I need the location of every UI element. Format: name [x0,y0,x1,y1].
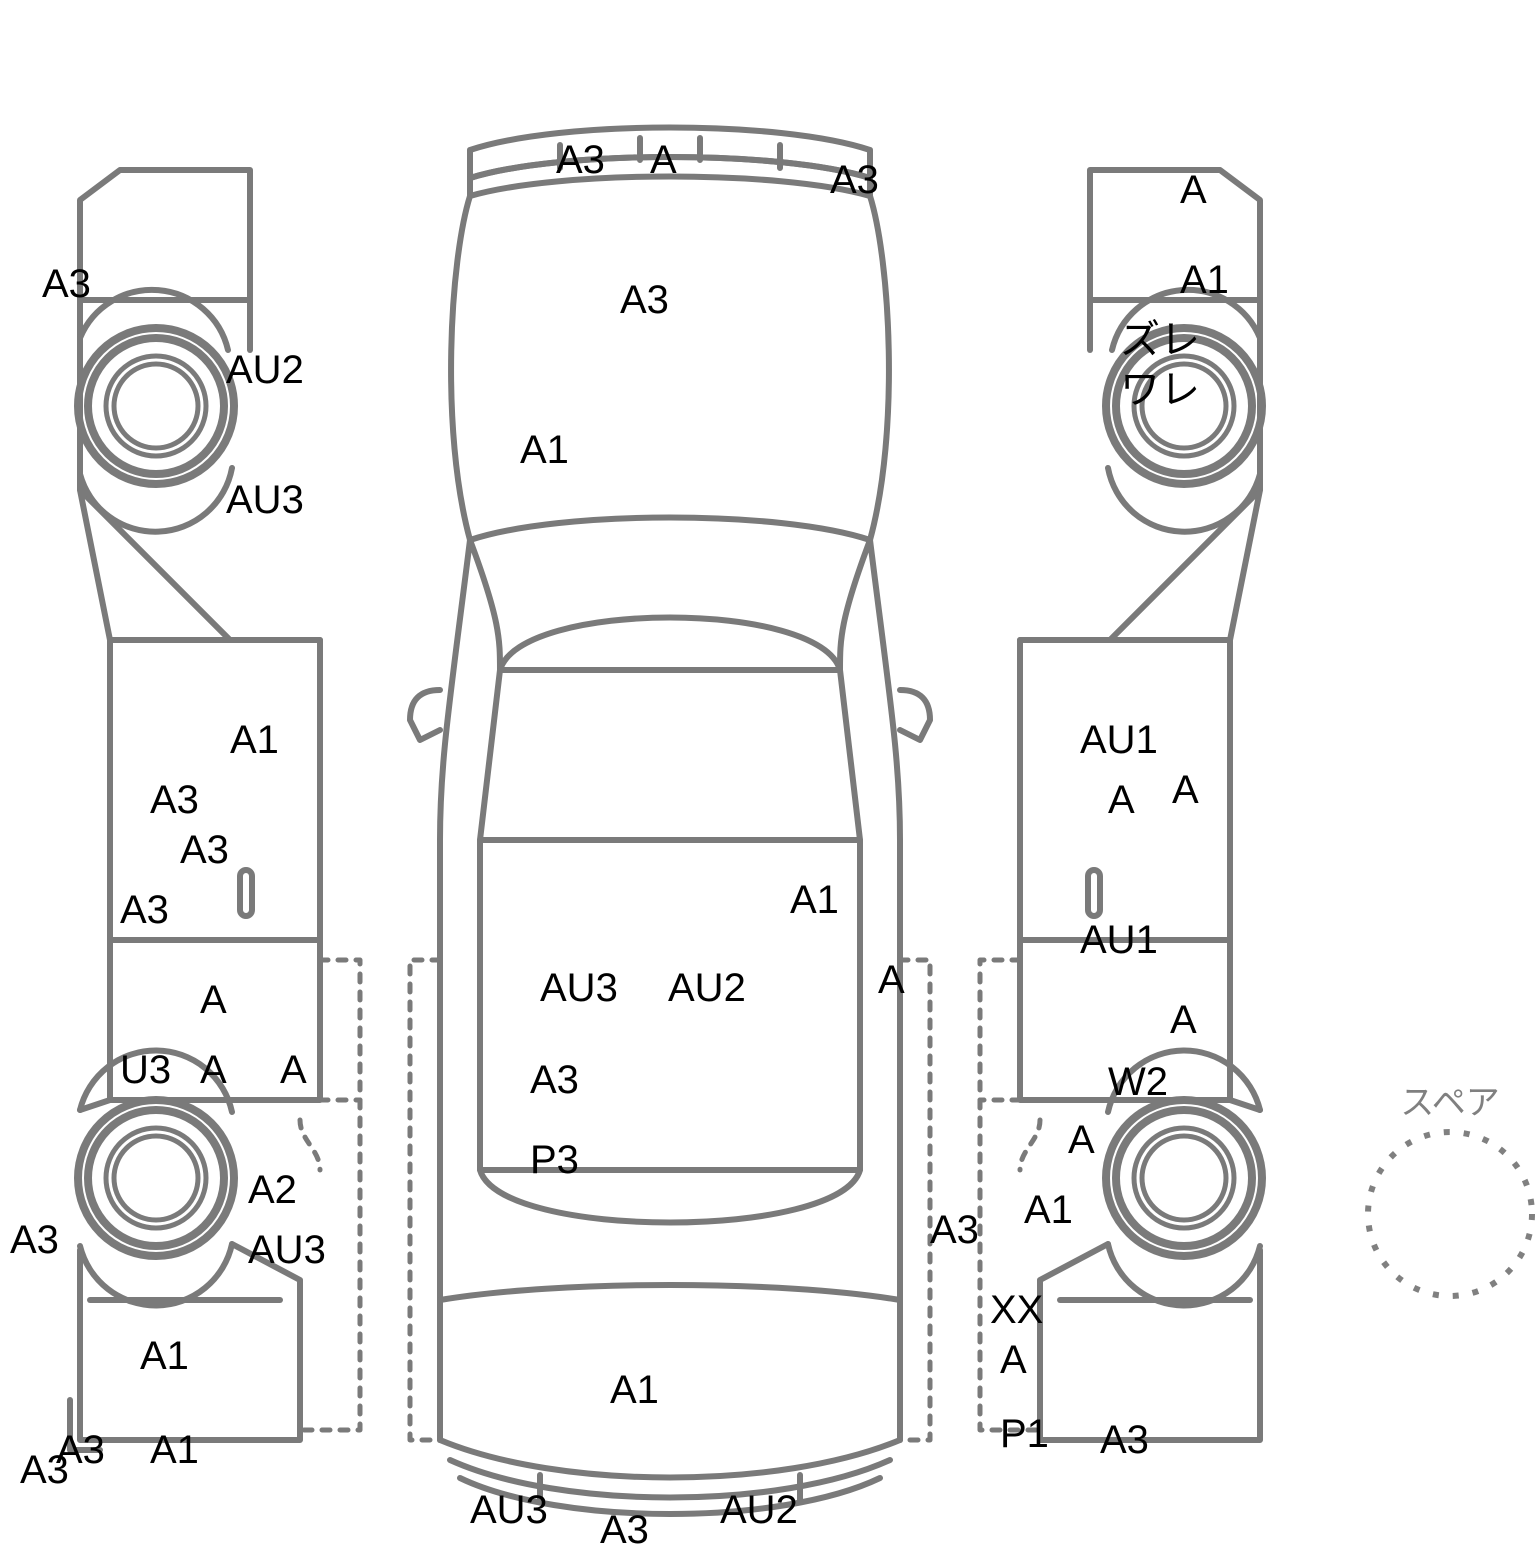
damage-label: AU2 [668,968,746,1008]
damage-label: A [200,980,227,1020]
damage-label: A1 [520,430,569,470]
damage-label: A3 [620,280,669,320]
damage-label: AU3 [226,480,304,520]
damage-label: A3 [1100,1420,1149,1460]
damage-label: A3 [530,1060,579,1100]
car-damage-diagram: { "diagram": { "type": "car-condition-di… [0,0,1536,1568]
damage-label: AU1 [1080,720,1158,760]
damage-label: AU3 [540,968,618,1008]
damage-label: XX [990,1290,1043,1330]
damage-label: A3 [20,1450,69,1490]
damage-label: A3 [830,160,879,200]
damage-label: A2 [248,1170,297,1210]
damage-label: A3 [10,1220,59,1260]
damage-label: A1 [230,720,279,760]
damage-label: A3 [120,890,169,930]
damage-label: A [1000,1340,1027,1380]
damage-label: A3 [150,780,199,820]
car-outline-svg: スペア [0,0,1536,1568]
damage-label: A1 [1180,260,1229,300]
damage-label: AU3 [470,1490,548,1530]
damage-label: P3 [530,1140,579,1180]
damage-label: U3 [120,1050,171,1090]
damage-label: A1 [610,1370,659,1410]
damage-label: A3 [42,264,91,304]
damage-label: AU1 [1080,920,1158,960]
damage-label: ワレ [1120,370,1200,410]
damage-label: A [1180,170,1207,210]
damage-label: AU3 [248,1230,326,1270]
damage-label: A [200,1050,227,1090]
damage-label: A1 [790,880,839,920]
damage-label: A1 [140,1336,189,1376]
damage-label: A [1172,770,1199,810]
damage-label: AU2 [226,350,304,390]
damage-label: A [1068,1120,1095,1160]
damage-label: A [1108,780,1135,820]
damage-label: A3 [180,830,229,870]
damage-label: W2 [1108,1062,1168,1102]
damage-label: P1 [1000,1414,1049,1454]
damage-label: A [1170,1000,1197,1040]
damage-label: A3 [600,1510,649,1550]
damage-label: A3 [556,140,605,180]
damage-label: AU2 [720,1490,798,1530]
damage-label: A [650,140,677,180]
damage-label: A [280,1050,307,1090]
damage-label: ズレ [1120,320,1200,360]
spare-label: スペア [1400,1084,1500,1122]
damage-label: A [878,960,905,1000]
damage-label: A1 [1024,1190,1073,1230]
damage-label: A3 [930,1210,979,1250]
damage-label: A1 [150,1430,199,1470]
